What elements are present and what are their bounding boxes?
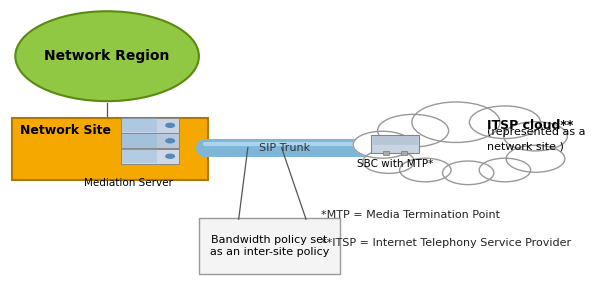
Text: (represented as a
network site ): (represented as a network site ) xyxy=(487,127,585,151)
Text: *MTP = Media Termination Point: *MTP = Media Termination Point xyxy=(321,210,500,220)
Text: SIP Trunk: SIP Trunk xyxy=(259,142,310,153)
FancyBboxPatch shape xyxy=(122,118,157,132)
Circle shape xyxy=(400,158,451,182)
Text: Mediation Server: Mediation Server xyxy=(84,178,173,189)
Text: Network Site: Network Site xyxy=(20,124,111,137)
Circle shape xyxy=(378,114,449,147)
Circle shape xyxy=(504,122,567,151)
Circle shape xyxy=(166,139,174,143)
Text: ITSP cloud**: ITSP cloud** xyxy=(487,119,573,132)
Text: Bandwidth policy set
as an inter-site policy: Bandwidth policy set as an inter-site po… xyxy=(209,235,329,257)
FancyBboxPatch shape xyxy=(371,135,419,153)
Text: Network Region: Network Region xyxy=(45,49,170,63)
FancyBboxPatch shape xyxy=(401,151,407,155)
FancyBboxPatch shape xyxy=(199,218,340,274)
Circle shape xyxy=(506,145,565,172)
Ellipse shape xyxy=(15,11,199,101)
Circle shape xyxy=(166,123,174,127)
FancyBboxPatch shape xyxy=(122,134,157,148)
FancyBboxPatch shape xyxy=(122,149,157,163)
FancyBboxPatch shape xyxy=(373,136,418,145)
Circle shape xyxy=(353,131,412,158)
Circle shape xyxy=(363,150,414,173)
FancyBboxPatch shape xyxy=(12,118,208,180)
Circle shape xyxy=(401,117,511,167)
FancyBboxPatch shape xyxy=(382,151,389,155)
Circle shape xyxy=(469,106,540,139)
Circle shape xyxy=(166,154,174,158)
Circle shape xyxy=(442,161,494,185)
FancyBboxPatch shape xyxy=(121,149,179,164)
FancyBboxPatch shape xyxy=(121,118,179,133)
Text: **ITSP = Internet Telephony Service Provider: **ITSP = Internet Telephony Service Prov… xyxy=(321,238,572,248)
Circle shape xyxy=(479,158,531,182)
Circle shape xyxy=(412,102,500,142)
FancyBboxPatch shape xyxy=(121,133,179,148)
Text: SBC with MTP*: SBC with MTP* xyxy=(357,159,433,169)
